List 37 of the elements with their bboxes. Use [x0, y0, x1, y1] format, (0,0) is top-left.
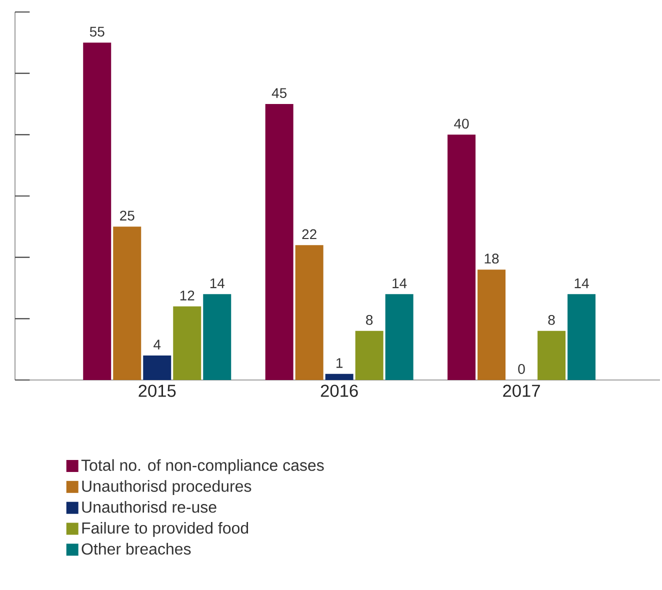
data-label: 55 [90, 26, 104, 37]
bar [538, 330, 566, 380]
data-label: 14 [210, 278, 224, 288]
bar [448, 134, 476, 380]
legend-label: Other breaches [82, 542, 191, 555]
data-label: 25 [120, 210, 134, 221]
bar [113, 226, 142, 380]
data-label: 18 [484, 254, 499, 264]
bar [83, 42, 112, 380]
data-label: 12 [180, 290, 194, 300]
data-label: 8 [548, 314, 555, 325]
data-label: 22 [302, 229, 316, 240]
data-label: 14 [574, 278, 589, 288]
bar [265, 104, 294, 380]
bar [203, 294, 232, 380]
legend-label: Failure to provided food [82, 522, 248, 537]
bar [385, 294, 414, 380]
data-label: 1 [336, 358, 343, 368]
bar [478, 270, 506, 380]
data-label: 8 [366, 314, 373, 325]
bar [325, 374, 354, 380]
data-label: 14 [392, 278, 407, 288]
x-tick-label: 2017 [503, 384, 540, 397]
legend-label: Unauthorisd procedures [82, 480, 252, 496]
bar [295, 245, 324, 380]
legend-label: Total no. of non-compliance cases [81, 459, 324, 474]
bar [173, 306, 202, 380]
bar [568, 294, 596, 380]
bar [355, 330, 384, 380]
x-tick-label: 2016 [320, 384, 358, 397]
data-label: 4 [154, 340, 161, 350]
data-label: 45 [272, 88, 287, 98]
data-label: 40 [454, 118, 469, 129]
bar [143, 355, 172, 380]
data-label: 0 [518, 364, 525, 374]
legend-label: Unauthorisd re-use [82, 501, 216, 513]
x-tick-label: 2015 [138, 384, 176, 397]
